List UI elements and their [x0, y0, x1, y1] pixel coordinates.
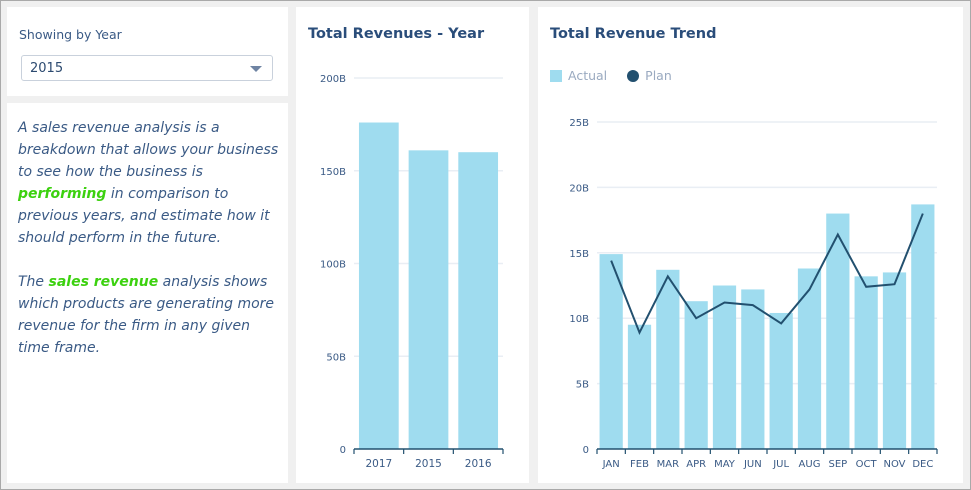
- y-tick-label: 5B: [576, 380, 589, 391]
- description-paragraph-1: A sales revenue analysis is a breakdown …: [18, 117, 284, 249]
- total-revenue-trend-panel: Total Revenue Trend Actual Plan 0 5B 10B 15…: [538, 7, 963, 483]
- y-tick-label: 100B: [320, 260, 346, 271]
- text-segment: A sales revenue analysis is a breakdown …: [18, 120, 279, 180]
- legend-item-plan[interactable]: Plan: [627, 68, 672, 83]
- bar-apr[interactable]: [684, 301, 708, 449]
- plan-point-jun[interactable]: [750, 302, 756, 308]
- bar-2017[interactable]: [358, 122, 399, 450]
- x-tick-label: 2016: [465, 458, 492, 470]
- y-tick-label: 10B: [569, 314, 589, 325]
- plan-point-jul[interactable]: [778, 320, 784, 326]
- legend-swatch-actual: [550, 69, 562, 82]
- y-tick-label: 50B: [326, 352, 346, 363]
- legend-swatch-plan: [627, 69, 640, 82]
- year-filter-panel: Showing by Year 2015: [7, 7, 288, 96]
- chart-title: Total Revenue Trend: [550, 26, 717, 42]
- plan-point-nov[interactable]: [892, 281, 898, 287]
- bar-2016[interactable]: [458, 152, 499, 449]
- bar-may[interactable]: [712, 285, 737, 450]
- legend-label: Plan: [645, 68, 672, 83]
- y-tick-label: 20B: [569, 183, 589, 194]
- legend-item-actual[interactable]: Actual: [550, 68, 607, 83]
- y-tick-label: 150B: [320, 167, 346, 178]
- bar-mar[interactable]: [656, 269, 680, 449]
- x-tick-label: JUN: [743, 459, 762, 470]
- x-tick-label: NOV: [883, 459, 905, 470]
- chart-title: Total Revenues - Year: [308, 26, 485, 42]
- bar-nov[interactable]: [882, 272, 907, 449]
- x-tick-label: JAN: [602, 459, 620, 470]
- yearly-revenue-chart: 0 50B 100B 150B 200B 2017 2015 2016: [320, 74, 504, 470]
- filter-label: Showing by Year: [19, 27, 122, 42]
- text-segment: in comparison to previous years, and est…: [18, 186, 270, 246]
- highlight-sales-revenue: sales revenue: [48, 274, 159, 290]
- plan-point-may[interactable]: [722, 300, 728, 306]
- x-tick-label: 2017: [365, 458, 392, 470]
- monthly-revenue-trend-chart: 0 5B 10B 15B 20B 25B JAN FEB MAR APR MAY JUN JUL AUG S…: [569, 118, 938, 470]
- y-tick-label: 0: [583, 445, 589, 456]
- x-tick-label: MAY: [714, 459, 736, 470]
- bar-jan[interactable]: [599, 254, 623, 449]
- x-tick-label: JUL: [772, 459, 789, 470]
- chart-legend: Actual Plan: [550, 68, 688, 85]
- bar-aug[interactable]: [797, 268, 822, 449]
- text-segment: The: [18, 274, 49, 290]
- text-segment: analysis shows which products are genera…: [18, 274, 275, 356]
- plan-point-dec[interactable]: [920, 211, 926, 217]
- x-tick-label: 2015: [415, 458, 442, 470]
- x-tick-label: OCT: [856, 459, 878, 470]
- x-tick-label: MAR: [657, 459, 679, 470]
- plan-point-apr[interactable]: [693, 315, 699, 321]
- legend-label: Actual: [568, 68, 608, 83]
- bar-oct[interactable]: [854, 276, 878, 449]
- plan-point-aug[interactable]: [807, 286, 813, 292]
- description-panel: A sales revenue analysis is a breakdown …: [7, 103, 288, 483]
- y-tick-label: 200B: [320, 74, 346, 85]
- x-tick-label: SEP: [828, 459, 847, 470]
- plan-point-oct[interactable]: [863, 284, 869, 290]
- plan-point-feb[interactable]: [637, 330, 643, 336]
- bar-dec[interactable]: [911, 204, 935, 449]
- x-tick-label: DEC: [912, 459, 933, 470]
- description-paragraph-2: The sales revenue analysis shows which p…: [18, 271, 284, 359]
- bar-jun[interactable]: [741, 289, 765, 449]
- bar-sep[interactable]: [826, 213, 850, 449]
- y-tick-label: 15B: [569, 249, 589, 260]
- plan-point-mar[interactable]: [665, 273, 671, 279]
- chevron-down-icon[interactable]: [250, 66, 262, 72]
- plan-point-sep[interactable]: [835, 231, 841, 237]
- x-tick-label: APR: [686, 459, 706, 470]
- x-tick-label: FEB: [630, 459, 649, 470]
- year-select[interactable]: 2015: [21, 55, 273, 81]
- highlight-performing: performing: [18, 186, 107, 202]
- bar-jul[interactable]: [769, 312, 793, 449]
- bar-2015[interactable]: [408, 150, 449, 449]
- y-tick-label: 25B: [569, 118, 589, 129]
- year-select-value: 2015: [30, 61, 64, 76]
- total-revenues-year-panel: Total Revenues - Year 0 50B 100B 150B 200B 20…: [296, 7, 529, 483]
- bar-feb[interactable]: [627, 324, 652, 449]
- x-tick-label: AUG: [799, 459, 821, 470]
- description-text: A sales revenue analysis is a breakdown …: [18, 117, 284, 381]
- plan-line: [610, 213, 924, 336]
- y-tick-label: 0: [340, 445, 346, 456]
- plan-point-jan[interactable]: [608, 258, 614, 264]
